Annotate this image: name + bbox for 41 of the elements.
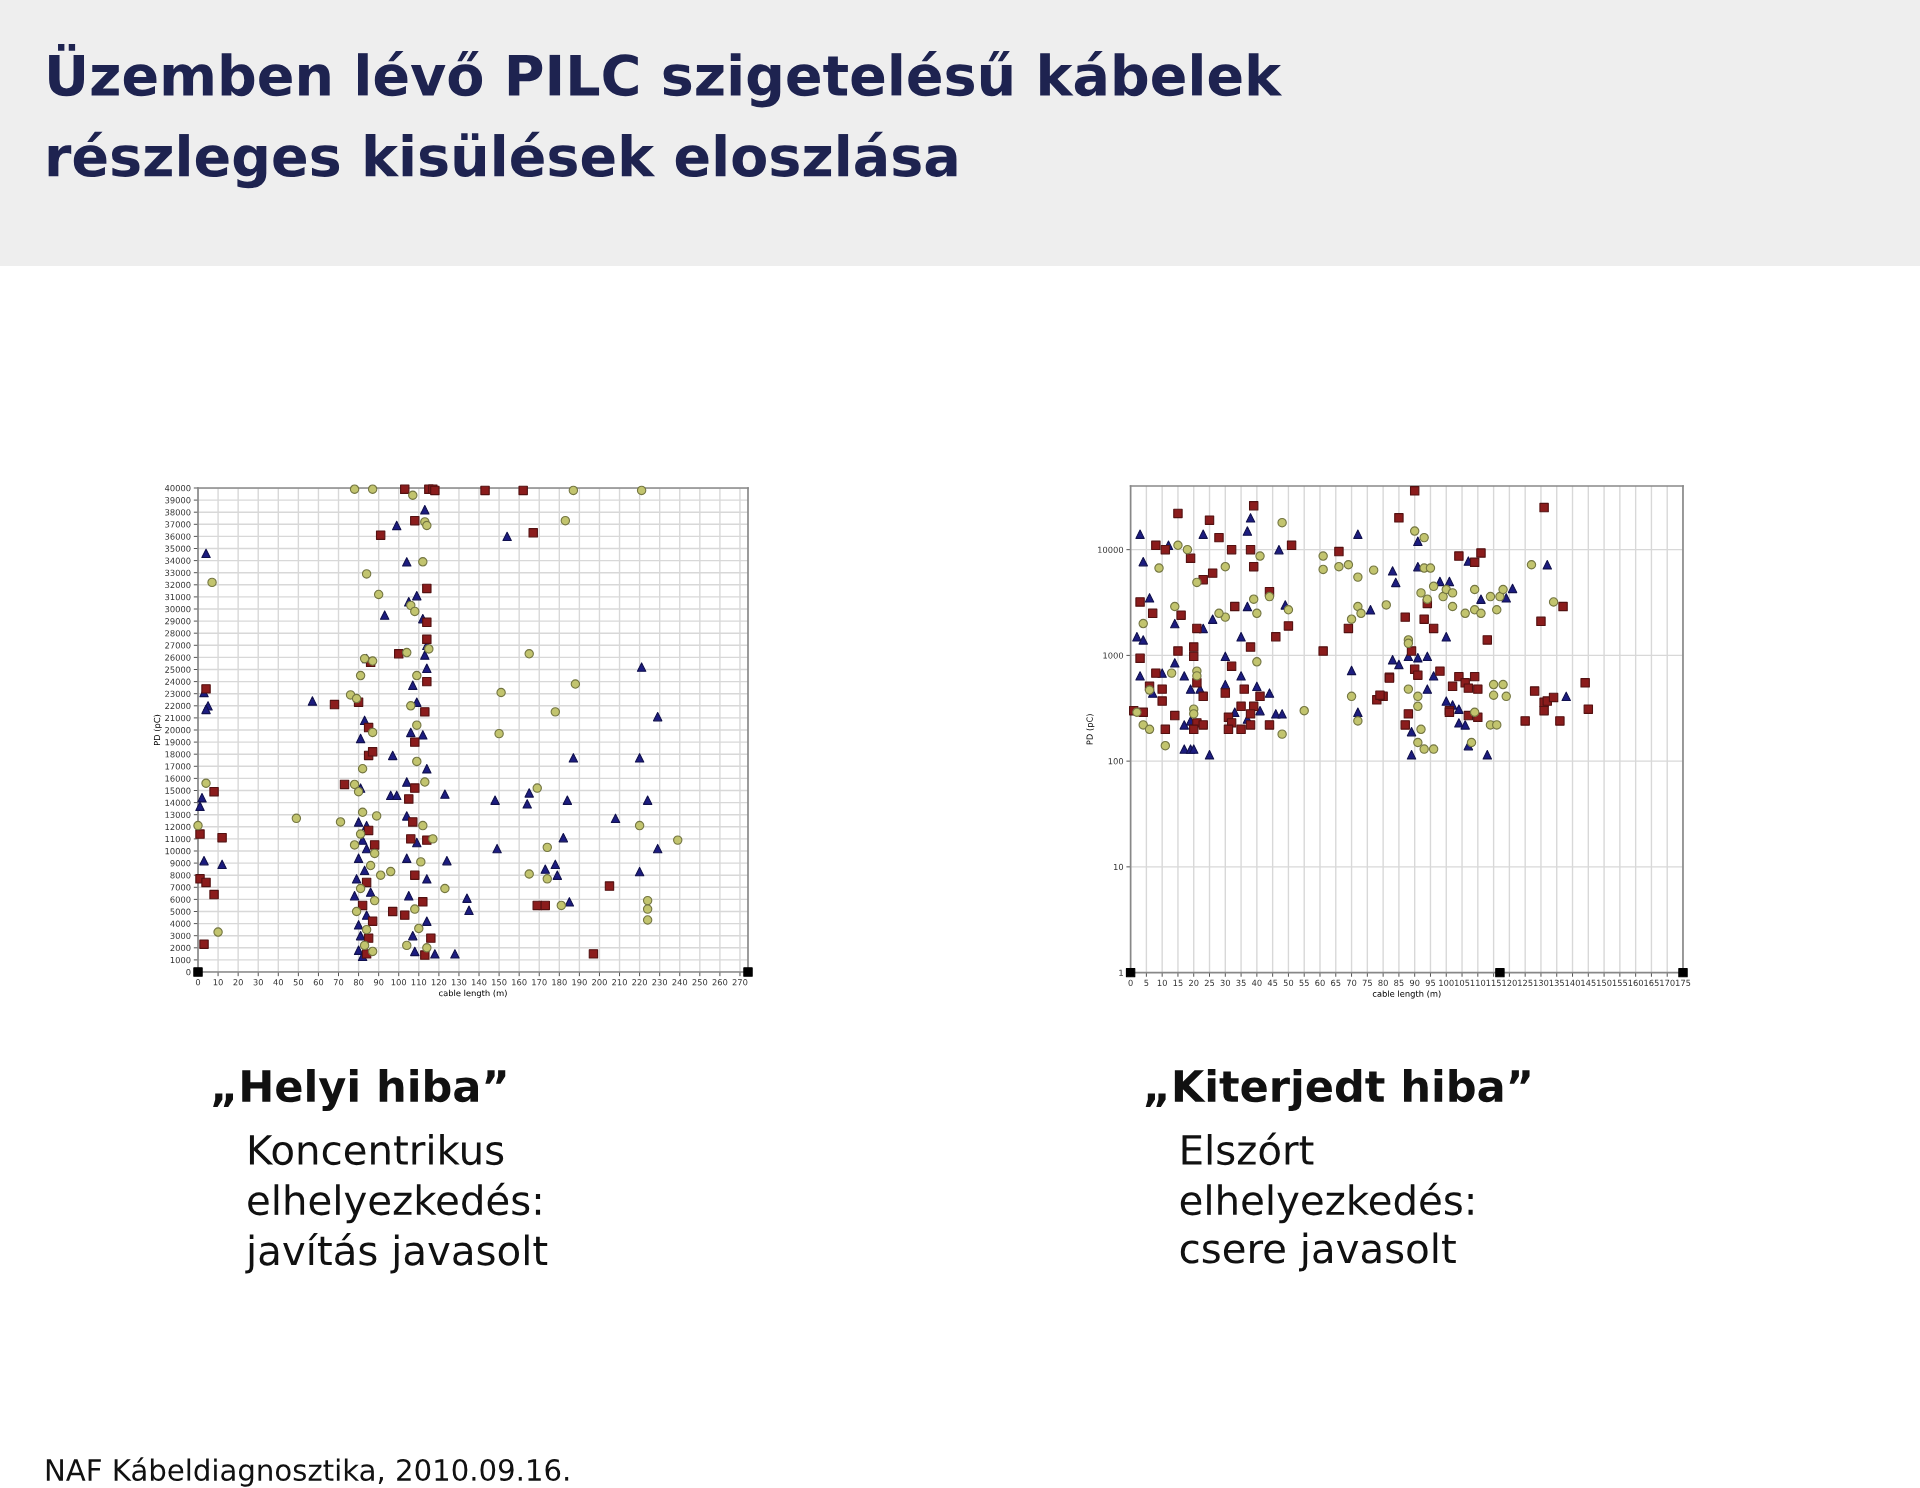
point — [604, 881, 615, 891]
text: „Kiterjedt hiba” — [1145, 1069, 1530, 1111]
text: Elszórt elhelyezkedés: csere javasolt — [1180, 1132, 1473, 1272]
point — [195, 829, 205, 839]
point — [480, 485, 490, 496]
point — [404, 794, 414, 804]
point — [209, 889, 219, 900]
point — [387, 906, 398, 917]
point — [406, 834, 416, 844]
point — [418, 897, 428, 907]
point — [743, 967, 753, 977]
point — [540, 900, 550, 911]
point — [410, 783, 420, 793]
point — [518, 485, 528, 496]
text: Koncentrikus elhelyezkedés: javítás javasolt — [245, 1134, 548, 1274]
point — [410, 515, 420, 526]
point — [369, 840, 380, 850]
point — [420, 707, 430, 717]
point — [375, 530, 386, 540]
text: „Helyi hiba” — [213, 1069, 506, 1111]
point — [209, 786, 219, 797]
point — [410, 737, 420, 747]
point — [329, 699, 340, 710]
point — [422, 676, 432, 687]
text: NAF Kábeldiagnosztika, 2010.09.16. — [46, 1457, 569, 1487]
point — [528, 528, 538, 538]
point — [201, 877, 211, 888]
point — [400, 484, 410, 494]
point — [367, 916, 378, 926]
point — [199, 939, 209, 949]
point — [426, 933, 436, 943]
chart-title: Üzemben lévő PILC szigetelésű kábelek részleges kisülések eloszlása — [48, 44, 1283, 189]
point — [217, 832, 227, 843]
point — [410, 870, 420, 880]
point — [422, 634, 432, 644]
point — [339, 779, 350, 790]
point — [422, 583, 432, 594]
point — [588, 949, 599, 959]
point — [420, 950, 430, 960]
point — [400, 910, 410, 920]
point — [408, 817, 418, 827]
